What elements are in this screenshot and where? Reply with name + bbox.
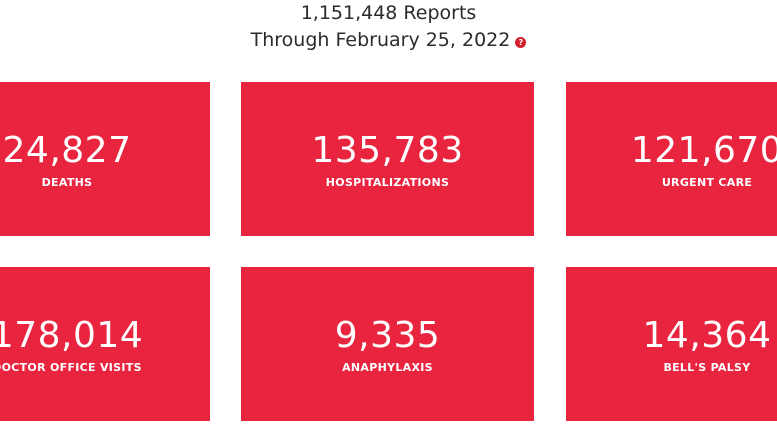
total-reports-text: 1,151,448 Reports (300, 2, 477, 24)
question-circle-icon[interactable]: ? (515, 37, 527, 48)
stat-card-urgent-care[interactable]: 121,670 URGENT CARE (566, 82, 777, 236)
stat-value: 14,364 (642, 315, 772, 356)
report-date-heading: Through February 25, 2022? (0, 29, 777, 51)
stat-label: DEATHS (41, 176, 93, 189)
stat-value: 121,670 (630, 130, 777, 171)
stat-card-bells-palsy[interactable]: 14,364 BELL'S PALSY (566, 267, 777, 421)
stat-card-hospitalizations[interactable]: 135,783 HOSPITALIZATIONS (241, 82, 534, 236)
stat-card-doctor-office-visits[interactable]: 178,014 DOCTOR OFFICE VISITS (0, 267, 210, 421)
stat-value: 24,827 (2, 130, 132, 171)
stat-label: ANAPHYLAXIS (342, 361, 433, 374)
stat-label: DOCTOR OFFICE VISITS (0, 361, 142, 374)
stat-label: HOSPITALIZATIONS (325, 176, 450, 189)
stat-label: URGENT CARE (661, 176, 753, 189)
stat-card-deaths[interactable]: 24,827 DEATHS (0, 82, 210, 236)
stat-card-anaphylaxis[interactable]: 9,335 ANAPHYLAXIS (241, 267, 534, 421)
stat-value: 9,335 (334, 315, 441, 356)
stat-label: BELL'S PALSY (663, 361, 751, 374)
stat-value: 178,014 (0, 315, 144, 356)
total-reports-heading: 1,151,448 Reports (0, 2, 777, 24)
stat-value: 135,783 (311, 130, 464, 171)
report-date-text: Through February 25, 2022 (250, 29, 511, 51)
